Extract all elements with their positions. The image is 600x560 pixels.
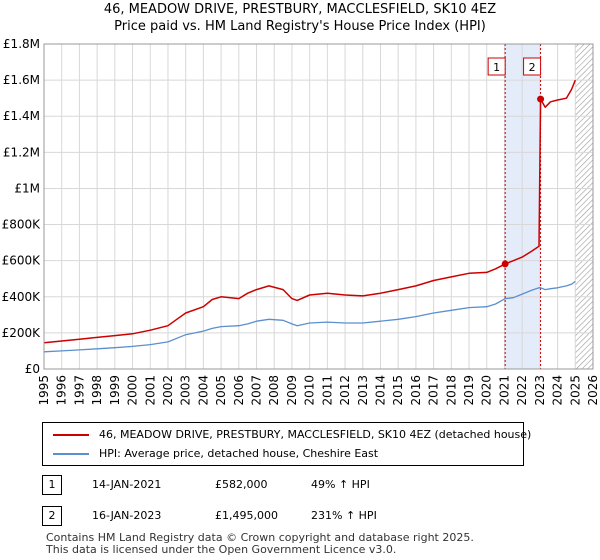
transaction-price: £1,495,000: [215, 509, 278, 522]
x-tick-label: 2011: [320, 375, 334, 406]
transaction-hpi-change: 231% ↑ HPI: [311, 509, 377, 522]
transaction-hpi-change: 49% ↑ HPI: [311, 478, 370, 491]
price-chart: £0 £200K £400K £600K £800K £1M £1.2M £1.4M £1.6M…: [2, 37, 600, 406]
transaction-date: 14-JAN-2021: [92, 478, 162, 491]
transaction-row: 1 14-JAN-2021 £582,000 49% ↑ HPI: [42, 475, 582, 497]
legend-swatch-property: [53, 434, 89, 436]
x-tick-label: 2010: [303, 375, 317, 406]
x-tick-label: 1997: [72, 375, 86, 406]
legend-entry-property: 46, MEADOW DRIVE, PRESTBURY, MACCLESFIEL…: [43, 425, 531, 445]
x-tick-label: 2008: [267, 375, 281, 406]
forecast-hatch: [575, 44, 593, 369]
highlight-span: [505, 44, 541, 369]
x-tick-label: 1999: [108, 375, 122, 406]
x-tick-label: 1998: [90, 375, 104, 406]
x-tick-label: 2000: [126, 375, 140, 406]
annotation-box: [487, 57, 506, 76]
x-tick-label: 2016: [409, 375, 423, 406]
x-tick-label: 1996: [55, 375, 69, 406]
x-tick-label: 2009: [285, 375, 299, 406]
transaction-date: 16-JAN-2023: [92, 509, 162, 522]
legend: 46, MEADOW DRIVE, PRESTBURY, MACCLESFIEL…: [42, 422, 531, 466]
plot-area: [44, 44, 593, 369]
y-tick-label: £1.2M: [3, 145, 40, 159]
x-tick-label: 2003: [179, 375, 193, 406]
y-tick-label: £600K: [2, 254, 42, 268]
x-tick-label: 2022: [515, 375, 529, 406]
y-tick-label: £400K: [2, 290, 42, 304]
legend-label-hpi: HPI: Average price, detached house, Ches…: [99, 447, 379, 460]
x-tick-label: 2024: [551, 375, 565, 406]
x-tick-label: 2021: [497, 375, 511, 406]
x-tick-label: 2018: [444, 375, 458, 406]
x-tick-label: 2017: [427, 375, 441, 406]
y-tick-label: £200K: [2, 326, 42, 340]
y-tick-label: £0: [25, 362, 40, 376]
x-tick-label: 2019: [462, 375, 476, 406]
legend-swatch-hpi: [53, 453, 89, 455]
series-line-hpi: [43, 280, 576, 353]
transaction-number: 2: [42, 506, 62, 526]
chart-title: 46, MEADOW DRIVE, PRESTBURY, MACCLESFIEL…: [103, 2, 497, 17]
x-tick-label: 2023: [533, 375, 547, 406]
footer-licence: This data is licensed under the Open Gov…: [46, 543, 397, 556]
x-tick-label: 2002: [161, 375, 175, 406]
annotation-box: [523, 57, 542, 76]
sale-point: [537, 95, 545, 103]
y-tick-label: £1.8M: [3, 37, 40, 51]
x-tick-label: 2015: [391, 375, 405, 406]
y-tick-label: £1M: [14, 181, 40, 195]
annotation-label: 2: [529, 61, 536, 74]
transaction-price: £582,000: [215, 478, 268, 491]
annotation-label: 1: [493, 61, 500, 74]
sale-point: [501, 260, 509, 268]
x-tick-label: 2004: [196, 375, 210, 406]
x-tick-label: 2001: [143, 375, 157, 406]
footer-copyright: Contains HM Land Registry data © Crown c…: [46, 531, 474, 544]
y-tick-label: £800K: [2, 218, 42, 232]
x-tick-label: 2006: [232, 375, 246, 406]
y-tick-label: £1.6M: [3, 73, 40, 87]
x-tick-label: 2026: [586, 375, 600, 406]
y-tick-label: £1.4M: [3, 109, 40, 123]
transaction-row: 2 16-JAN-2023 £1,495,000 231% ↑ HPI: [42, 506, 582, 528]
x-tick-label: 1995: [37, 375, 51, 406]
x-tick-label: 2014: [373, 375, 387, 406]
legend-label-property: 46, MEADOW DRIVE, PRESTBURY, MACCLESFIEL…: [99, 428, 532, 441]
x-tick-label: 2013: [356, 375, 370, 406]
legend-entry-hpi: HPI: Average price, detached house, Ches…: [43, 444, 523, 464]
x-tick-label: 2005: [214, 375, 228, 406]
plot-border: [43, 43, 594, 370]
transaction-number: 1: [42, 475, 62, 495]
chart-subtitle: Price paid vs. HM Land Registry's House …: [114, 19, 486, 34]
x-tick-label: 2025: [568, 375, 582, 406]
x-tick-label: 2007: [250, 375, 264, 406]
series-line-property: [43, 79, 576, 344]
x-tick-label: 2020: [480, 375, 494, 406]
x-tick-label: 2012: [338, 375, 352, 406]
